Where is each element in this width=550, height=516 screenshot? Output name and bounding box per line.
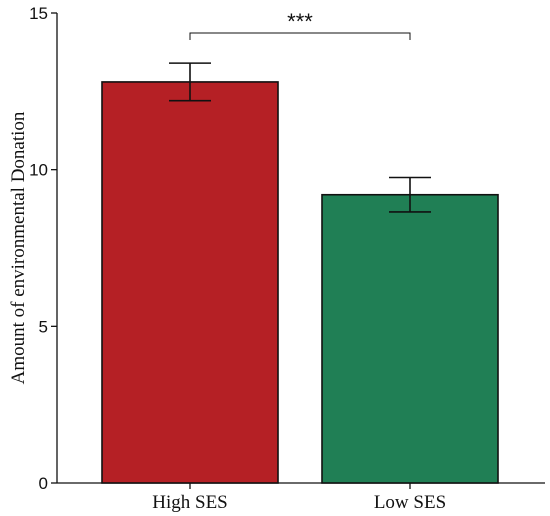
y-tick-label-15: 15: [29, 4, 48, 23]
significance-bracket: ***: [189, 9, 411, 40]
bars: [101, 81, 499, 484]
bar-high-ses: [101, 81, 279, 484]
error-bars: [169, 62, 431, 213]
significance-bracket-line: [189, 32, 411, 40]
y-tick-label-10: 10: [29, 161, 48, 180]
x-category-label-0: High SES: [152, 492, 228, 513]
y-tick-label-5: 5: [39, 317, 48, 336]
significance-label: ***: [287, 9, 313, 34]
x-category-label-1: Low SES: [374, 492, 446, 513]
y-axis-title: Amount of environmental Donation: [8, 111, 29, 384]
bar-low-ses: [321, 193, 499, 484]
y-tick-label-0: 0: [39, 474, 48, 493]
